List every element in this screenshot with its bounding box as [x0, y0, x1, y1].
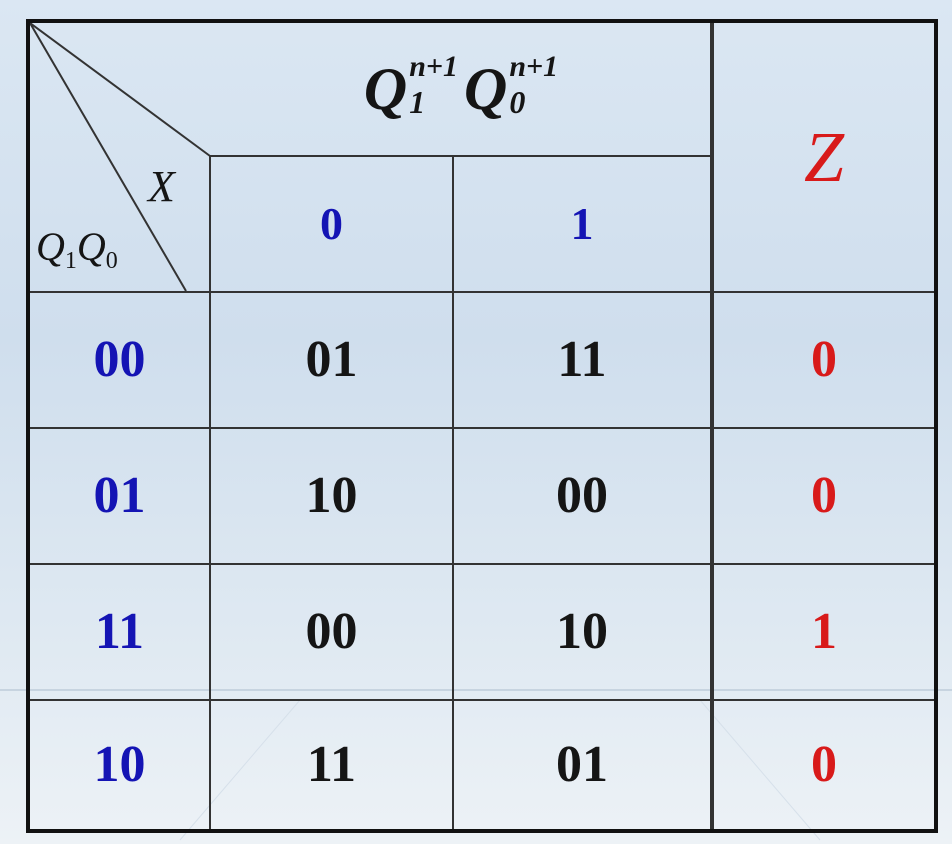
grid-line — [452, 155, 454, 829]
next-state-cell: 00 — [556, 467, 608, 524]
state-cell: 01 — [93, 467, 146, 524]
grid-line — [30, 699, 934, 701]
state-cell: 00 — [93, 331, 146, 388]
next-state-cell: 01 — [305, 331, 358, 388]
input-column-1: 1 — [570, 198, 594, 249]
grid-line — [30, 291, 934, 293]
grid-line — [30, 427, 934, 429]
corner-diagonals — [30, 23, 211, 292]
next-state-cell: 10 — [305, 467, 358, 524]
input-variable-label: X — [148, 162, 175, 211]
grid-line — [209, 155, 211, 829]
next-state-cell: 11 — [557, 331, 607, 388]
next-state-cell: 10 — [556, 603, 608, 660]
next-state-cell: 11 — [306, 736, 357, 793]
grid-line — [30, 563, 934, 565]
next-state-cell: 00 — [305, 603, 358, 660]
state-cell: 10 — [93, 736, 146, 793]
current-state-label: Q1Q0 — [36, 224, 118, 274]
output-cell: 0 — [811, 331, 837, 388]
input-column-0: 0 — [320, 198, 343, 249]
output-cell: 0 — [811, 736, 837, 793]
output-header: Z — [803, 117, 845, 197]
grid-line — [209, 155, 711, 157]
grid-line — [710, 23, 714, 829]
state-cell: 11 — [94, 603, 145, 660]
output-cell: 0 — [811, 467, 837, 524]
output-cell: 1 — [811, 603, 837, 660]
next-state-cell: 01 — [556, 736, 608, 793]
